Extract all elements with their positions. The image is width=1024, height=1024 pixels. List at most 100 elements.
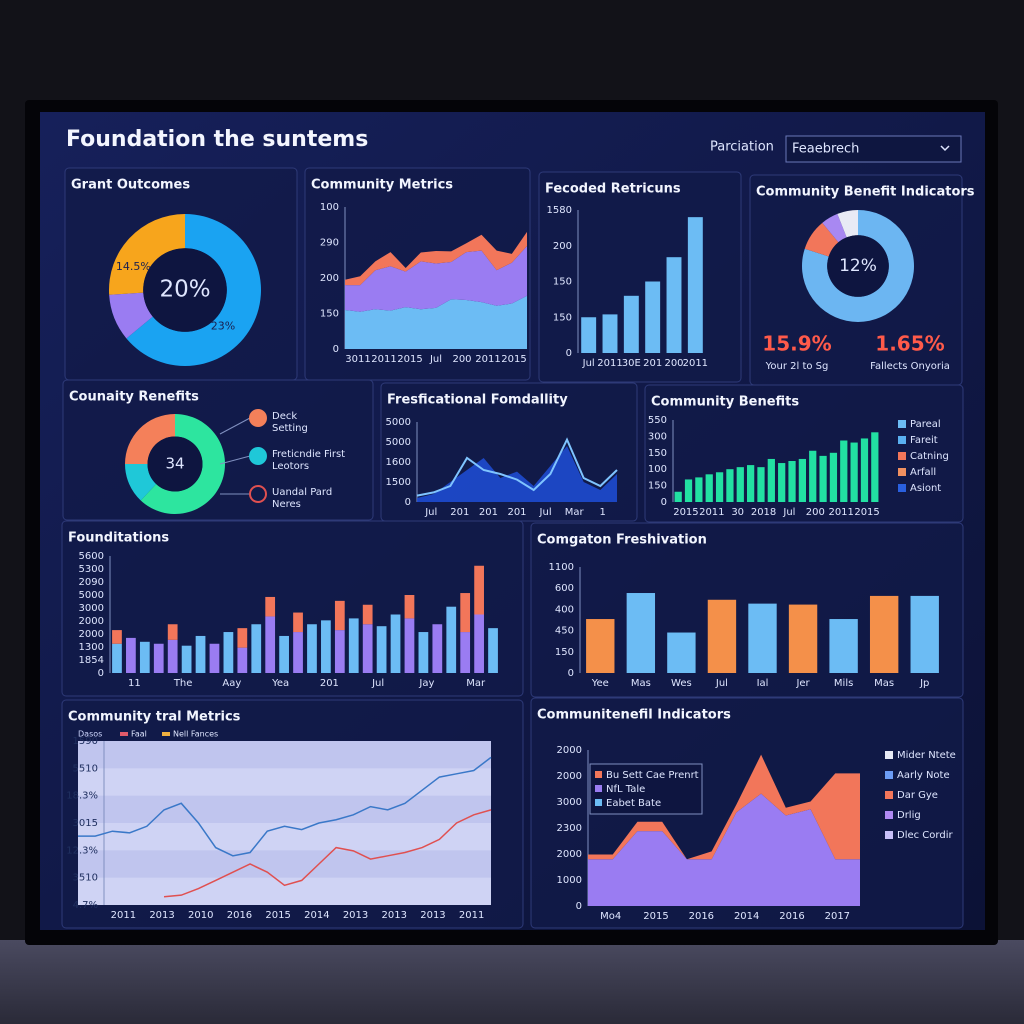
- panel-title: Communitenefil Indicators: [537, 708, 731, 723]
- y-tick-label: 0: [568, 668, 574, 679]
- y-tick-label: 1000: [557, 875, 582, 886]
- y-tick-label: 600: [555, 583, 574, 594]
- legend-swatch: [898, 420, 906, 428]
- y-tick-label: 2000: [79, 629, 104, 640]
- donut-segment: [140, 414, 225, 514]
- y-tick-label: 3000: [79, 603, 104, 614]
- y-tick-label: 150: [648, 481, 667, 492]
- plot-stripe: [78, 741, 491, 769]
- y-tick-label: 3510: [73, 873, 98, 884]
- y-tick-label: 5000: [386, 417, 411, 428]
- y-tick-label: 2000: [557, 771, 582, 782]
- y-tick-label: 5000: [79, 590, 104, 601]
- x-tick-label: 2011: [371, 354, 396, 365]
- x-tick-label: Mils: [834, 678, 853, 689]
- legend-label: Nell Fances: [173, 730, 218, 739]
- y-tick-label: 300: [648, 431, 667, 442]
- y-tick-label: 100: [320, 202, 339, 213]
- plot-stripe: [78, 850, 491, 878]
- legend-label: Uandal Pard: [272, 487, 332, 498]
- bar-segment: [390, 614, 401, 673]
- bar: [626, 593, 656, 673]
- bar-segment: [404, 618, 415, 673]
- area: [417, 446, 617, 502]
- legend-label: Deck: [272, 411, 297, 422]
- x-tick-label: 2016: [227, 910, 252, 921]
- bar-segment: [153, 643, 164, 673]
- donut-center-label: 12%: [839, 256, 877, 276]
- bar: [645, 281, 661, 353]
- x-tick-label: 2014: [734, 911, 759, 922]
- legend-box: [589, 763, 703, 815]
- x-tick-label: 2016: [779, 911, 804, 922]
- x-tick-label: 2011: [597, 358, 622, 369]
- bar-segment: [251, 624, 262, 673]
- bar-segment: [209, 643, 220, 673]
- y-tick-label: 1600: [386, 457, 411, 468]
- x-tick-label: Jul: [371, 678, 384, 689]
- bar: [586, 619, 615, 673]
- y-tick-label: 0: [661, 497, 667, 508]
- bar-segment: [167, 639, 178, 673]
- filter-value[interactable]: Feaebrech: [792, 142, 859, 157]
- x-tick-label: The: [173, 678, 193, 689]
- y-tick-label: 5000: [386, 437, 411, 448]
- y-tick-label: 12.3%: [66, 845, 98, 856]
- legend-connector: [219, 417, 251, 435]
- bar: [602, 314, 618, 353]
- bar: [705, 474, 713, 502]
- x-tick-label: 11: [128, 678, 141, 689]
- y-tick-label: 550: [648, 415, 667, 426]
- area: [588, 793, 860, 906]
- panel-title: Fecoded Retricuns: [545, 182, 681, 197]
- x-tick-label: 2013: [420, 910, 445, 921]
- x-tick-label: 201: [320, 678, 339, 689]
- x-tick-label: 2015: [854, 507, 879, 518]
- bar-segment: [307, 624, 317, 673]
- y-tick-label: 0: [98, 668, 104, 679]
- bar: [747, 465, 755, 502]
- donut-hole: [143, 248, 227, 332]
- y-tick-label: 150: [555, 647, 574, 658]
- desk: [0, 940, 1024, 1024]
- bar-segment: [223, 632, 234, 673]
- bar: [623, 295, 639, 353]
- panel-title: Community Metrics: [311, 178, 453, 193]
- bar: [829, 619, 858, 673]
- donut-segment: [125, 464, 157, 501]
- line: [163, 809, 492, 898]
- bar: [819, 455, 827, 502]
- legend-label: Catning: [910, 451, 949, 462]
- dropdown-chevron[interactable]: [940, 145, 950, 152]
- x-tick-label: 2011: [683, 358, 708, 369]
- legend-icon: [249, 485, 267, 503]
- y-tick-label: 2000: [79, 616, 104, 627]
- x-tick-label: 2015: [501, 354, 526, 365]
- bar-segment: [126, 637, 136, 673]
- legend-icon: [249, 409, 267, 427]
- bar-segment: [446, 606, 457, 673]
- y-tick-label: 0: [576, 901, 582, 912]
- legend-swatch: [595, 771, 602, 778]
- legend-label: Neres: [272, 499, 301, 510]
- x-tick-label: Ial: [757, 678, 769, 689]
- x-tick-label: 200: [806, 507, 825, 518]
- legend-swatch: [898, 468, 906, 476]
- stat-figure: 15.9%: [762, 332, 831, 356]
- legend-label: Faal: [131, 730, 147, 739]
- y-tick-label: 200: [320, 273, 339, 284]
- x-tick-label: 2011: [111, 910, 136, 921]
- bar-segment: [167, 624, 178, 640]
- bar-segment: [460, 632, 471, 673]
- donut-annotation: 14.5%: [116, 260, 151, 273]
- filter-dropdown[interactable]: [785, 135, 962, 163]
- donut-segment: [125, 414, 175, 464]
- y-tick-label: 1854: [79, 655, 104, 666]
- bar-segment: [432, 624, 443, 673]
- y-tick-label: 1500: [386, 477, 411, 488]
- bar-segment: [293, 632, 303, 673]
- x-tick-label: Mar: [565, 507, 585, 518]
- y-tick-label: 5600: [79, 551, 104, 562]
- y-tick-label: 150: [320, 309, 339, 320]
- x-tick-label: 2013: [343, 910, 368, 921]
